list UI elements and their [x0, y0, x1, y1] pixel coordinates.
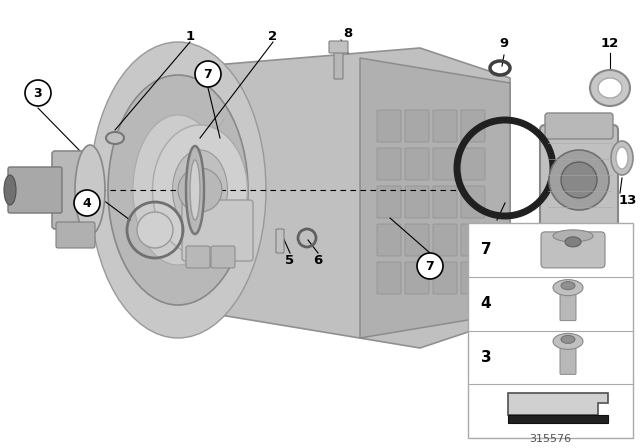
Polygon shape — [178, 48, 510, 348]
FancyBboxPatch shape — [377, 110, 401, 142]
Text: 5: 5 — [285, 254, 294, 267]
Text: 3: 3 — [34, 86, 42, 99]
Text: 7: 7 — [481, 242, 492, 257]
FancyBboxPatch shape — [405, 224, 429, 256]
Ellipse shape — [598, 78, 622, 98]
FancyBboxPatch shape — [461, 224, 485, 256]
Ellipse shape — [173, 150, 227, 230]
FancyBboxPatch shape — [377, 224, 401, 256]
Ellipse shape — [553, 230, 593, 242]
Circle shape — [178, 168, 222, 212]
Circle shape — [137, 212, 173, 248]
FancyBboxPatch shape — [433, 224, 457, 256]
FancyBboxPatch shape — [433, 148, 457, 180]
Polygon shape — [508, 415, 608, 423]
FancyBboxPatch shape — [405, 110, 429, 142]
Text: 1: 1 — [186, 30, 195, 43]
Ellipse shape — [190, 160, 200, 220]
Ellipse shape — [4, 175, 16, 205]
FancyBboxPatch shape — [329, 41, 348, 53]
Text: 11: 11 — [569, 250, 587, 263]
Text: 12: 12 — [601, 36, 619, 49]
Ellipse shape — [553, 280, 583, 296]
Text: 3: 3 — [481, 350, 492, 365]
FancyBboxPatch shape — [276, 229, 284, 253]
FancyBboxPatch shape — [541, 232, 605, 268]
FancyBboxPatch shape — [545, 225, 613, 251]
FancyBboxPatch shape — [186, 246, 210, 268]
Text: 315576: 315576 — [529, 434, 571, 444]
Ellipse shape — [133, 115, 223, 265]
Ellipse shape — [565, 237, 581, 247]
Text: 7: 7 — [204, 68, 212, 81]
Ellipse shape — [90, 42, 266, 338]
FancyBboxPatch shape — [8, 167, 62, 213]
FancyBboxPatch shape — [377, 186, 401, 218]
Ellipse shape — [152, 125, 248, 255]
Circle shape — [549, 150, 609, 210]
Text: 4: 4 — [481, 296, 492, 311]
FancyBboxPatch shape — [540, 125, 618, 235]
FancyBboxPatch shape — [461, 110, 485, 142]
FancyBboxPatch shape — [545, 113, 613, 139]
Ellipse shape — [75, 145, 105, 235]
Circle shape — [25, 80, 51, 106]
Ellipse shape — [611, 141, 633, 175]
FancyBboxPatch shape — [56, 222, 95, 248]
FancyBboxPatch shape — [461, 148, 485, 180]
FancyBboxPatch shape — [405, 148, 429, 180]
Text: 6: 6 — [314, 254, 323, 267]
Circle shape — [195, 61, 221, 87]
FancyBboxPatch shape — [334, 47, 343, 79]
FancyBboxPatch shape — [560, 338, 576, 375]
Circle shape — [74, 190, 100, 216]
Text: 13: 13 — [619, 194, 637, 207]
Text: 4: 4 — [83, 197, 92, 210]
Ellipse shape — [553, 333, 583, 349]
FancyBboxPatch shape — [52, 151, 96, 229]
Polygon shape — [508, 393, 608, 415]
FancyBboxPatch shape — [182, 200, 253, 261]
Ellipse shape — [590, 70, 630, 106]
FancyBboxPatch shape — [433, 110, 457, 142]
FancyBboxPatch shape — [560, 284, 576, 321]
FancyBboxPatch shape — [433, 186, 457, 218]
Circle shape — [417, 253, 443, 279]
Text: 7: 7 — [426, 259, 435, 272]
Text: 9: 9 — [499, 36, 509, 49]
FancyBboxPatch shape — [211, 246, 235, 268]
Ellipse shape — [106, 132, 124, 144]
Polygon shape — [360, 58, 510, 338]
Ellipse shape — [561, 336, 575, 343]
Circle shape — [561, 162, 597, 198]
Text: 10: 10 — [488, 224, 506, 237]
FancyBboxPatch shape — [461, 262, 485, 294]
FancyBboxPatch shape — [468, 223, 633, 438]
Ellipse shape — [186, 146, 204, 234]
Text: 8: 8 — [344, 26, 353, 39]
Ellipse shape — [108, 75, 248, 305]
Ellipse shape — [561, 282, 575, 289]
FancyBboxPatch shape — [405, 186, 429, 218]
FancyBboxPatch shape — [405, 262, 429, 294]
FancyBboxPatch shape — [377, 148, 401, 180]
FancyBboxPatch shape — [461, 186, 485, 218]
Ellipse shape — [616, 147, 628, 169]
Text: 2: 2 — [268, 30, 278, 43]
FancyBboxPatch shape — [377, 262, 401, 294]
FancyBboxPatch shape — [433, 262, 457, 294]
